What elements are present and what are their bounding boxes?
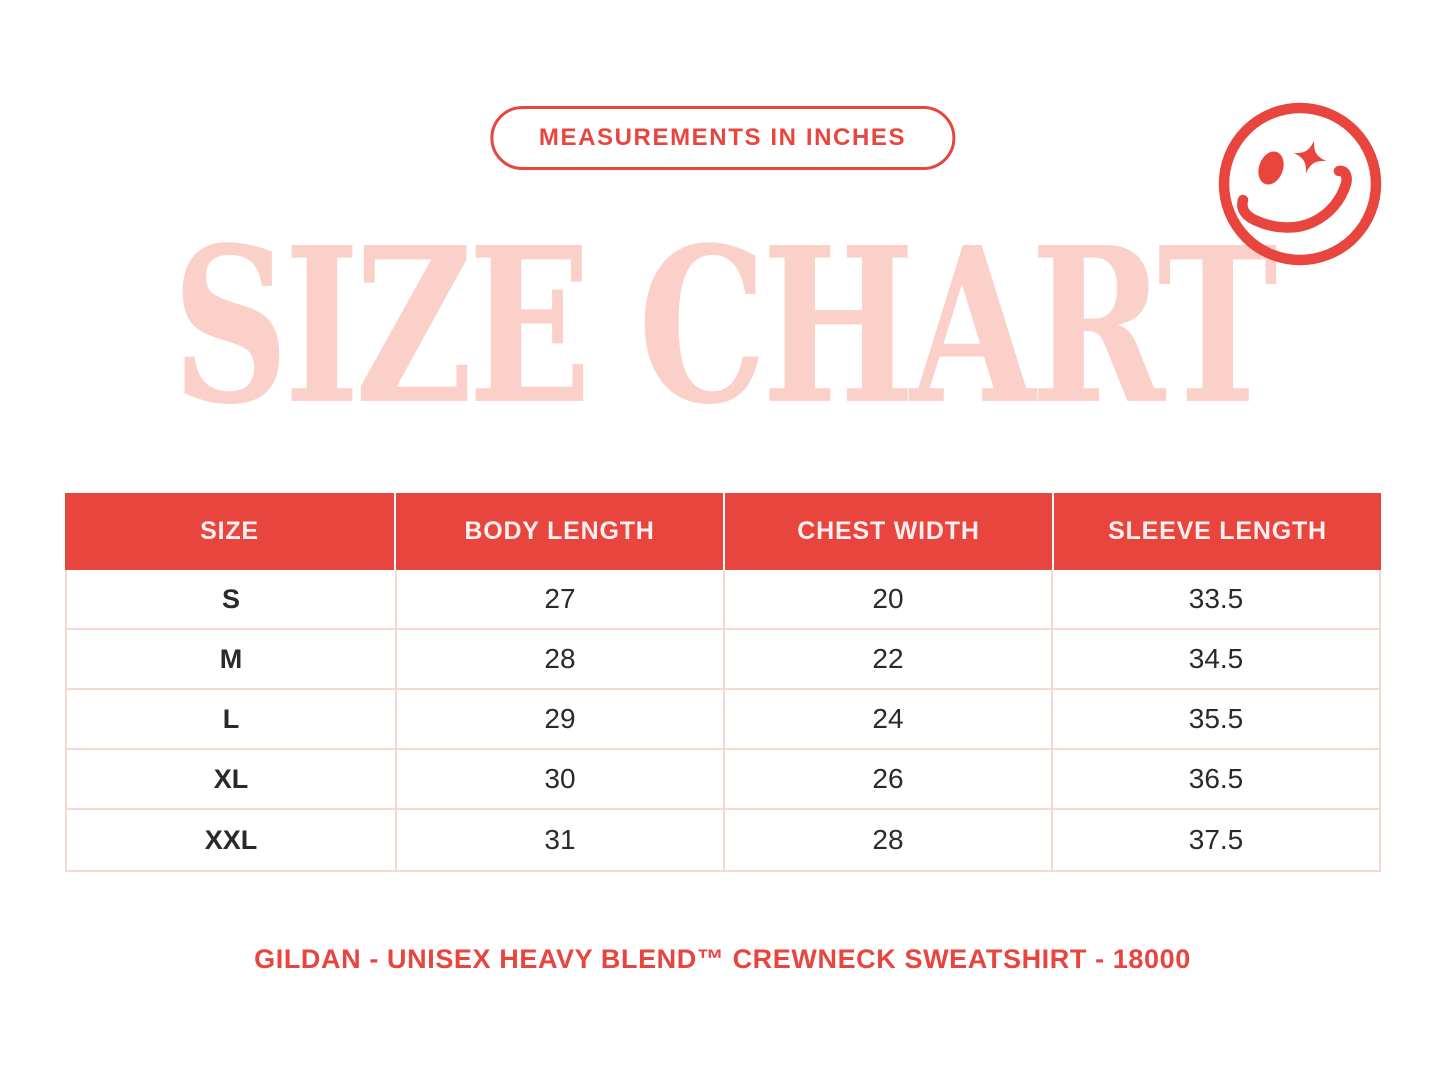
smiley-sparkle-eye: [1293, 140, 1327, 174]
table-row: S 27 20 33.5: [67, 570, 1379, 630]
value-cell: 37.5: [1051, 810, 1379, 870]
size-cell: S: [221, 583, 240, 614]
measurements-badge-label: MEASUREMENTS IN INCHES: [538, 124, 907, 151]
size-cell: L: [222, 703, 240, 734]
winking-smiley-icon: [1218, 102, 1382, 266]
measurements-badge: MEASUREMENTS IN INCHES: [489, 106, 956, 170]
column-header-size: SIZE: [200, 517, 259, 545]
value-cell: 20: [723, 570, 1051, 628]
column-header-sleeve-length: SLEEVE LENGTH: [1052, 493, 1381, 570]
value-cell: 30: [395, 750, 723, 808]
value-cell: 22: [723, 630, 1051, 688]
value-cell: 35.5: [1051, 690, 1379, 748]
smiley-face-outline: [1218, 102, 1382, 266]
value-cell: 27: [395, 570, 723, 628]
column-header-chest-width: CHEST WIDTH: [723, 493, 1052, 570]
size-cell: XXL: [204, 824, 258, 855]
value-cell: 29: [395, 690, 723, 748]
value-cell: 36.5: [1051, 750, 1379, 808]
value-cell: 24: [723, 690, 1051, 748]
size-cell: XL: [213, 763, 249, 794]
value-cell: 28: [723, 810, 1051, 870]
smiley-smile: [1237, 165, 1352, 233]
table-row: XXL 31 28 37.5: [67, 810, 1379, 870]
column-header-body-length: BODY LENGTH: [394, 493, 723, 570]
smiley-left-eye: [1258, 151, 1284, 185]
size-table-body: S 27 20 33.5 M 28 22 34.5 L 29 24 35.5 X…: [65, 570, 1381, 872]
value-cell: 31: [395, 810, 723, 870]
table-row: XL 30 26 36.5: [67, 750, 1379, 810]
value-cell: 26: [723, 750, 1051, 808]
table-row: L 29 24 35.5: [67, 690, 1379, 750]
page-title: SIZE CHART: [172, 201, 1278, 453]
value-cell: 33.5: [1051, 570, 1379, 628]
product-name: GILDAN - UNISEX HEAVY BLEND™ CREWNECK SW…: [254, 944, 1191, 974]
size-table-header-row: SIZE BODY LENGTH CHEST WIDTH SLEEVE LENG…: [65, 493, 1381, 570]
value-cell: 28: [395, 630, 723, 688]
value-cell: 34.5: [1051, 630, 1379, 688]
size-cell: M: [219, 643, 243, 674]
size-table: SIZE BODY LENGTH CHEST WIDTH SLEEVE LENG…: [65, 493, 1381, 872]
table-row: M 28 22 34.5: [67, 630, 1379, 690]
